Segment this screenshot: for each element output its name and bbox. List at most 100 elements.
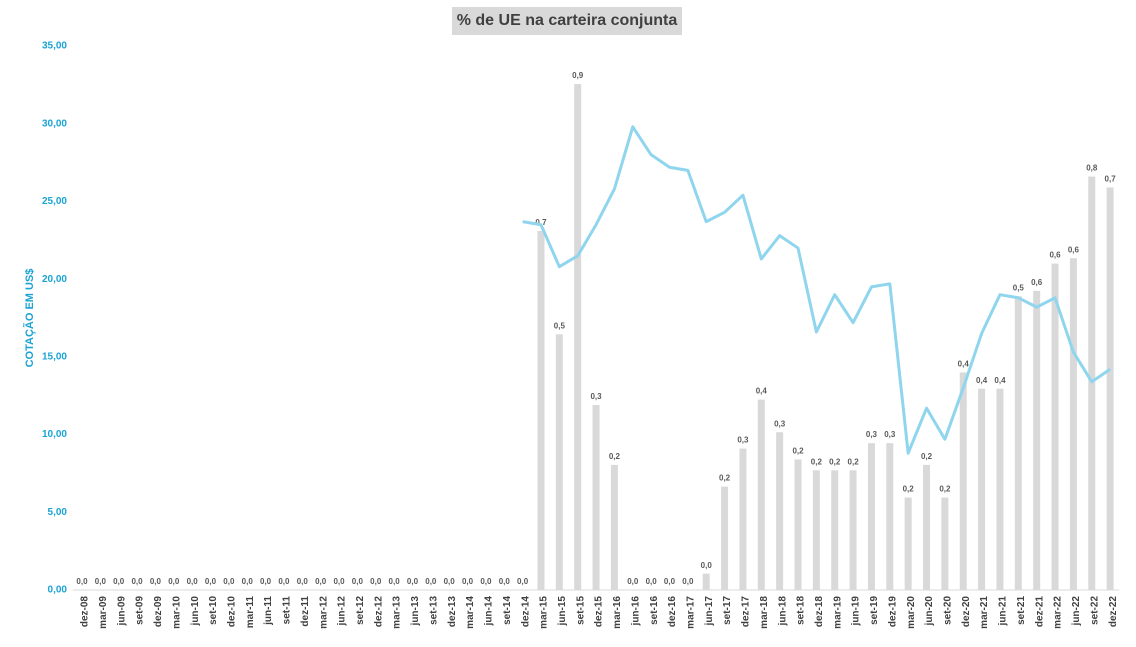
- value-label: 0,0: [223, 577, 235, 586]
- x-tick-label: jun-11: [263, 596, 274, 626]
- value-label: 0,4: [958, 360, 970, 369]
- x-tick-label: set-22: [1089, 596, 1100, 625]
- value-label: 0,0: [297, 577, 309, 586]
- value-label: 0,0: [682, 577, 694, 586]
- value-label: 0,0: [370, 577, 382, 586]
- y-axis-label: COTAÇÃO EM US$: [23, 269, 36, 368]
- value-label: 0,4: [994, 376, 1006, 385]
- x-tick-label: mar-12: [318, 596, 329, 629]
- value-label: 0,8: [1086, 164, 1098, 173]
- x-tick-label: set-10: [208, 596, 219, 625]
- value-label: 0,3: [774, 419, 786, 428]
- x-tick-label: set-21: [1016, 596, 1027, 625]
- x-tick-label: set-15: [575, 596, 586, 625]
- bar: [978, 388, 986, 590]
- value-label: 0,0: [389, 577, 401, 586]
- x-tick-label: jun-13: [410, 596, 421, 627]
- x-tick-label: jun-18: [777, 596, 788, 627]
- y-tick-label: 5,00: [48, 507, 68, 518]
- x-tick-label: jun-20: [924, 596, 935, 627]
- value-label: 0,6: [1031, 278, 1043, 287]
- x-tick-label: mar-18: [759, 596, 770, 629]
- x-tick-label: jun-12: [337, 596, 348, 627]
- value-label: 0,5: [554, 321, 566, 330]
- value-label: 0,0: [95, 577, 107, 586]
- x-tick-label: dez-16: [667, 596, 678, 628]
- x-tick-label: dez-18: [814, 596, 825, 628]
- bar: [739, 448, 747, 590]
- value-label: 0,9: [572, 71, 584, 80]
- value-label: 0,0: [333, 577, 345, 586]
- title-box: [452, 7, 682, 35]
- value-label: 0,7: [535, 218, 547, 227]
- x-tick-label: jun-15: [557, 596, 568, 627]
- value-label: 0,0: [407, 577, 419, 586]
- chart-title: % de UE na carteira conjunta: [457, 12, 678, 29]
- value-label: 0,0: [242, 577, 254, 586]
- bar: [592, 405, 600, 590]
- bar: [849, 470, 857, 590]
- x-tick-label: dez-12: [373, 596, 384, 628]
- y-tick-label: 35,00: [42, 41, 67, 52]
- line: [522, 125, 1111, 455]
- x-tick-label: set-12: [355, 596, 366, 625]
- x-tick-label: set-17: [722, 596, 733, 625]
- x-tick-label: set-13: [428, 596, 439, 625]
- value-label: 0,0: [278, 577, 290, 586]
- value-label: 0,0: [480, 577, 492, 586]
- value-label: 0,0: [664, 577, 676, 586]
- x-tick-label: jun-21: [998, 596, 1009, 627]
- bar: [904, 497, 912, 590]
- x-tick-label: mar-15: [539, 596, 550, 629]
- bar: [1014, 296, 1022, 590]
- y-tick-label: 15,00: [42, 351, 67, 362]
- y-tick-label: 0,00: [48, 585, 68, 596]
- value-label: 0,2: [848, 457, 860, 466]
- x-tick-label: set-09: [135, 596, 146, 625]
- value-label: 0,0: [76, 577, 88, 586]
- x-tick-label: mar-17: [685, 596, 696, 629]
- x-tick-label: set-16: [649, 596, 660, 625]
- value-label: 0,2: [609, 452, 621, 461]
- x-tick-label: jun-19: [851, 596, 862, 627]
- x-tick-label: mar-22: [1053, 596, 1064, 629]
- bar: [721, 486, 729, 590]
- x-tick-label: set-18: [796, 596, 807, 625]
- value-label: 0,5: [1013, 283, 1025, 292]
- bar: [812, 470, 820, 590]
- value-label: 0,0: [113, 577, 125, 586]
- value-label: 0,0: [701, 561, 713, 570]
- x-tick-label: mar-11: [245, 596, 256, 629]
- value-label: 0,4: [756, 387, 768, 396]
- bar: [702, 573, 710, 590]
- bar: [757, 399, 765, 590]
- x-tick-label: set-20: [943, 596, 954, 625]
- x-tick-label: dez-17: [741, 596, 752, 628]
- x-tick-label: mar-21: [979, 596, 990, 629]
- value-label: 0,2: [792, 447, 804, 456]
- bar: [794, 459, 802, 590]
- value-label: 0,0: [131, 577, 143, 586]
- x-tick-label: jun-22: [1071, 596, 1082, 627]
- bar: [610, 464, 618, 590]
- bar: [1069, 258, 1077, 590]
- x-tick-label: dez-11: [300, 596, 311, 627]
- x-tick-label: mar-09: [98, 596, 109, 629]
- value-label: 0,6: [1049, 251, 1061, 260]
- bar: [776, 432, 784, 590]
- x-tick-label: mar-16: [612, 596, 623, 629]
- y-tick-label: 30,00: [42, 118, 67, 129]
- x-tick-label: set-19: [869, 596, 880, 625]
- bar: [1106, 187, 1114, 590]
- value-label: 0,0: [352, 577, 364, 586]
- x-tick-label: mar-13: [392, 596, 403, 629]
- x-tick-label: mar-10: [171, 596, 182, 629]
- x-tick-label: jun-09: [116, 596, 127, 627]
- value-label: 0,0: [499, 577, 511, 586]
- value-label: 0,0: [517, 577, 529, 586]
- x-tick-label: jun-10: [190, 596, 201, 627]
- value-label: 0,6: [1068, 245, 1080, 254]
- bar: [1033, 290, 1041, 590]
- x-tick-label: jun-16: [630, 596, 641, 627]
